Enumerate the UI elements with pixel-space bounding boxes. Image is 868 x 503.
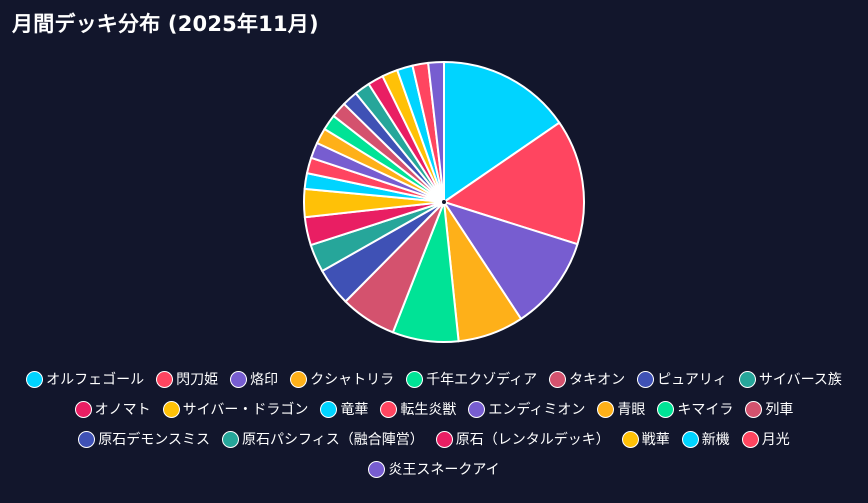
legend-label: 原石パシフィス（融合陣営） — [242, 432, 424, 448]
legend-label: ピュアリィ — [657, 372, 727, 388]
legend-label: 新機 — [701, 432, 730, 448]
legend-swatch — [745, 400, 763, 418]
legend-item[interactable]: 千年エクゾディア — [406, 366, 537, 392]
legend-swatch — [621, 430, 639, 448]
legend-label: 月光 — [761, 432, 790, 448]
legend-label: 転生炎獣 — [400, 402, 457, 418]
legend-item[interactable]: 烙印 — [230, 366, 278, 392]
legend-item[interactable]: オノマト — [74, 396, 151, 422]
legend-label: 千年エクゾディア — [426, 372, 538, 388]
legend-item[interactable]: キマイラ — [657, 396, 733, 422]
legend-label: 閃刀姫 — [176, 372, 219, 388]
legend-label: サイバース族 — [758, 372, 842, 388]
legend-swatch — [156, 370, 174, 388]
legend-item[interactable]: 戦華 — [621, 426, 670, 452]
legend-label: 原石デモンスミス — [98, 432, 210, 448]
legend-label: 青眼 — [617, 402, 646, 418]
legend-label: サイバー・ドラゴン — [182, 402, 309, 418]
legend-swatch — [468, 400, 486, 418]
legend-swatch — [681, 430, 699, 448]
pie-center-dot — [442, 200, 446, 204]
legend-label: タキオン — [569, 372, 626, 388]
legend-item[interactable]: ピュアリィ — [637, 366, 727, 392]
legend-swatch — [320, 400, 338, 418]
legend-swatch — [597, 400, 615, 418]
pie-slice-2[interactable] — [443, 201, 579, 320]
legend-swatch — [549, 370, 567, 388]
legend-item[interactable]: 原石デモンスミス — [78, 426, 210, 452]
legend-label: 竜華 — [340, 402, 369, 418]
pie-slice-22[interactable] — [427, 60, 445, 203]
legend-item[interactable]: 新機 — [681, 426, 730, 452]
legend-label: 烙印 — [250, 372, 279, 388]
legend-item[interactable]: サイバース族 — [738, 366, 842, 392]
legend-item[interactable]: タキオン — [549, 366, 625, 392]
legend-swatch — [290, 370, 308, 388]
legend-swatch — [74, 400, 92, 418]
legend-item[interactable]: サイバー・ドラゴン — [162, 396, 309, 422]
legend-label: 戦華 — [641, 432, 670, 448]
legend-label: 炎王スネークアイ — [388, 462, 500, 478]
legend-swatch — [435, 430, 453, 448]
chart-legend: オルフェゴール 閃刀姫 烙印 クシャトリラ 千年エクゾディア タキオン ピュアリィ サイバース… — [20, 366, 848, 482]
legend-label: 列車 — [765, 402, 794, 418]
legend-item[interactable]: 閃刀姫 — [156, 366, 218, 392]
legend-item[interactable]: 月光 — [741, 426, 790, 452]
pie-slice-0[interactable] — [443, 61, 561, 203]
legend-swatch — [741, 430, 759, 448]
legend-swatch — [738, 370, 756, 388]
legend-item[interactable]: 竜華 — [320, 396, 368, 422]
legend-label: キマイラ — [677, 402, 734, 418]
legend-swatch — [78, 430, 96, 448]
legend-swatch — [162, 400, 180, 418]
legend-label: オルフェゴール — [46, 372, 145, 388]
pie-chart — [303, 60, 585, 343]
legend-swatch — [657, 400, 675, 418]
legend-item[interactable]: エンディミオン — [468, 396, 585, 422]
legend-item[interactable]: オルフェゴール — [26, 366, 144, 392]
legend-swatch — [368, 460, 386, 478]
legend-item[interactable]: 炎王スネークアイ — [368, 456, 500, 482]
legend-item[interactable]: 青眼 — [597, 396, 645, 422]
legend-swatch — [26, 370, 44, 388]
legend-swatch — [380, 400, 398, 418]
legend-item[interactable]: 転生炎獣 — [380, 396, 456, 422]
legend-item[interactable]: 列車 — [745, 396, 793, 422]
legend-label: エンディミオン — [488, 402, 586, 418]
legend-label: 原石（レンタルデッキ） — [455, 432, 610, 448]
chart-title: 月間デッキ分布 (2025年11月) — [12, 12, 319, 36]
legend-swatch — [637, 370, 655, 388]
legend-item[interactable]: クシャトリラ — [290, 366, 394, 392]
legend-item[interactable]: 原石（レンタルデッキ） — [435, 426, 610, 452]
legend-item[interactable]: 原石パシフィス（融合陣営） — [222, 426, 424, 452]
legend-swatch — [406, 370, 424, 388]
pie-slice-1[interactable] — [443, 121, 585, 246]
legend-swatch — [230, 370, 248, 388]
legend-swatch — [222, 430, 239, 448]
legend-label: オノマト — [94, 402, 151, 418]
legend-label: クシャトリラ — [310, 372, 395, 388]
